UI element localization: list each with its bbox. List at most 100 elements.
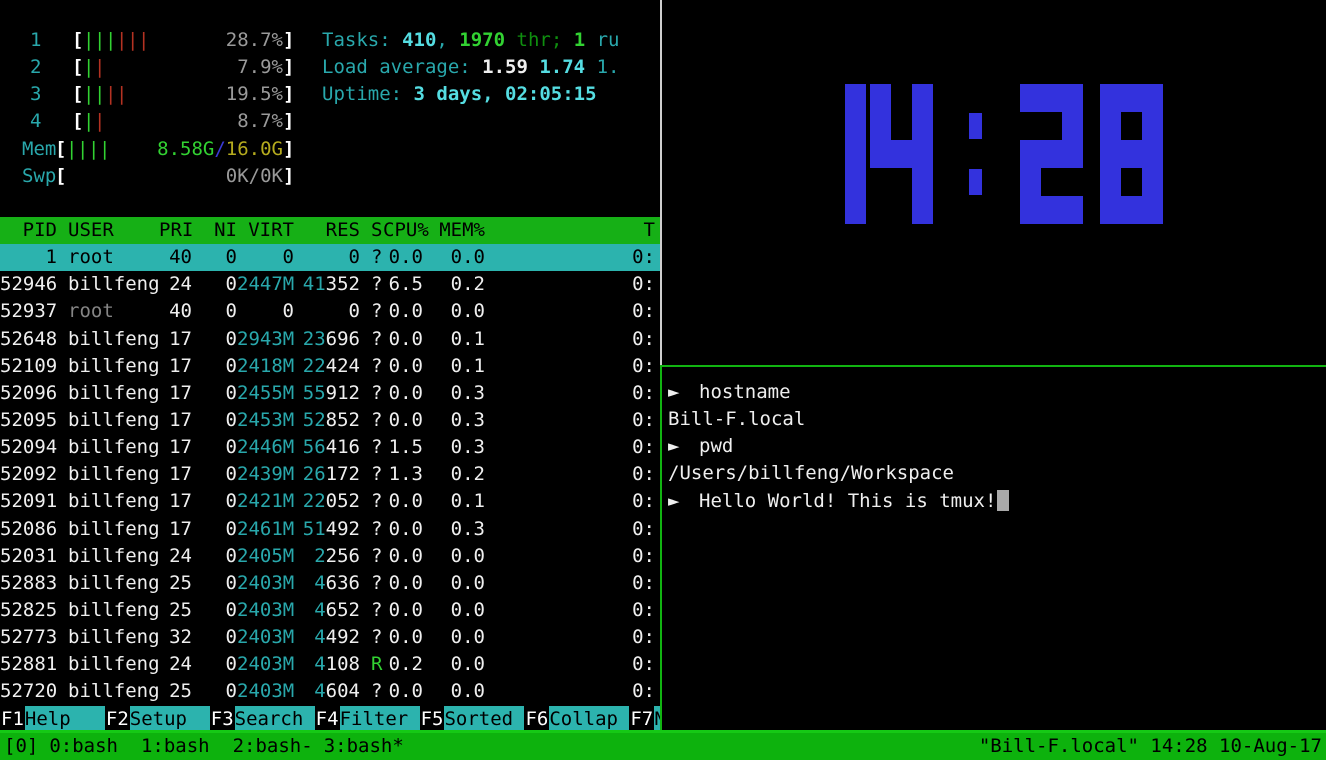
cell-virt: 0 (282, 300, 294, 323)
fkey-label: Search (234, 706, 315, 731)
cell-pid: 52109 (0, 354, 58, 377)
cell-pid: 1 (45, 246, 57, 269)
cell-s: ? (371, 490, 383, 513)
column-header-user[interactable]: USER (68, 219, 114, 241)
cell-cpu: 0.2 (388, 653, 423, 676)
process-row[interactable]: 52648 billfeng 17 0 2943M 23696? 0.0 0.1 0: (0, 326, 660, 353)
cell-time: 0: (632, 354, 655, 377)
fkey-f1-button[interactable]: F1 Help (0, 706, 105, 731)
process-row[interactable]: 52092 billfeng 17 0 2439M 26172? 1.3 0.2 0: (0, 461, 660, 488)
clock-digit-4 (870, 84, 933, 224)
cell-res: 41352 (294, 271, 360, 298)
cell-pid: 52773 (0, 626, 58, 649)
column-header-virt[interactable]: VIRT (248, 219, 294, 241)
process-row[interactable]: 52825 billfeng 25 0 2403M 4652? 0.0 0.0 0: (0, 597, 660, 624)
cell-user: billfeng (68, 436, 160, 459)
column-header-mem[interactable]: MEM% (439, 219, 485, 241)
fkey-f5-button[interactable]: F5 Sorted (419, 706, 525, 731)
tasks-segment: 410 (402, 29, 437, 51)
fkey-number: F6 (524, 706, 550, 731)
cell-pri: 17 (169, 327, 192, 350)
digit-segment (1020, 84, 1041, 112)
fkey-f2-button[interactable]: F2 Setup (104, 706, 210, 731)
fkey-f3-button[interactable]: F3 Search (209, 706, 315, 731)
process-row[interactable]: 52031 billfeng 24 0 2405M 2256? 0.0 0.0 0: (0, 543, 660, 570)
pane-border-vertical-inactive[interactable] (660, 0, 662, 365)
cell-mem: 0.1 (450, 490, 485, 513)
process-row[interactable]: 52086 billfeng 17 0 2461M 51492? 0.0 0.3 0: (0, 516, 660, 543)
process-row[interactable]: 52720 billfeng 25 0 2403M 4604? 0.0 0.0 0: (0, 678, 660, 705)
clock-pane[interactable] (663, 0, 1326, 365)
process-row[interactable]: 52095 billfeng 17 0 2453M 52852? 0.0 0.3 0: (0, 407, 660, 434)
cell-user: billfeng (68, 381, 160, 404)
fkey-f4-button[interactable]: F4 Filter (314, 706, 420, 731)
process-row[interactable]: 52937 root 40 0 0 0? 0.0 0.0 0: (0, 298, 660, 325)
cell-virt: 2943M (237, 327, 295, 350)
htop-pane[interactable]: 1[|||||| 28.7%] 2[|| 7.9%] 3[|||| 19.5%] 4[|| 8… (0, 0, 660, 731)
column-header-pid[interactable]: PID (22, 219, 57, 241)
digit-gap (824, 140, 845, 168)
digit-segment (845, 112, 866, 140)
process-row[interactable]: 52094 billfeng 17 0 2446M 56416? 1.5 0.3 0: (0, 434, 660, 461)
cpu-meter-2: 2[|| 7.9%] (0, 54, 294, 81)
cell-user: billfeng (68, 354, 160, 377)
meter-bars: |||| (83, 81, 127, 108)
cell-mem: 0.1 (450, 327, 485, 350)
column-header-ni[interactable]: NI (214, 219, 237, 241)
meter-close-bracket: ] (283, 110, 295, 133)
digit-gap (824, 168, 845, 196)
digit-segment (1121, 196, 1142, 224)
res-kilobytes: 636 (325, 571, 360, 594)
column-header-res[interactable]: RES (325, 219, 360, 241)
column-header-pri[interactable]: PRI (159, 219, 194, 241)
digit-segment (845, 84, 866, 112)
shell-pane[interactable]: ► hostname Bill-F.local ► pwd/Users/billfeng… (663, 367, 1326, 731)
process-row[interactable]: 52881 billfeng 24 0 2403M 4108 R 0.2 0.0 0: (0, 651, 660, 678)
res-kilobytes: 416 (325, 436, 360, 459)
fkey-f6-button[interactable]: F6 Collap (524, 706, 630, 731)
process-row[interactable]: 52883 billfeng 25 0 2403M 4636? 0.0 0.0 0: (0, 570, 660, 597)
pane-border-vertical-active[interactable] (660, 365, 662, 731)
meter-bar-tick: | (94, 83, 106, 106)
process-row[interactable]: 52773 billfeng 32 0 2403M 4492? 0.0 0.0 0: (0, 624, 660, 651)
cell-res: 51492 (294, 516, 360, 543)
cell-virt: 2403M (237, 598, 295, 621)
cell-ni: 0 (225, 463, 237, 486)
column-header-s[interactable]: S (371, 219, 383, 241)
column-header-cpu[interactable]: CPU% (383, 219, 429, 241)
cell-ni: 0 (225, 436, 237, 459)
meter-bar-tick: | (138, 29, 150, 51)
meter-value: 7.9% (237, 56, 283, 79)
cell-mem: 0.1 (450, 354, 485, 377)
cell-pid: 52648 (0, 327, 58, 350)
process-row[interactable]: 52091 billfeng 17 0 2421M 22052? 0.0 0.1 0: (0, 488, 660, 515)
column-header-time[interactable]: T (643, 219, 655, 241)
cell-s: ? (371, 300, 383, 323)
meter-bar-area: |||| 19.5% (83, 81, 283, 108)
process-row[interactable]: 1 root 40 0 0 0? 0.0 0.0 0: (0, 244, 660, 272)
window-item[interactable]: 1:bash (140, 735, 210, 757)
window-item[interactable]: 2:bash- (232, 735, 313, 757)
window-item[interactable]: 0:bash (49, 735, 118, 757)
pane-border-horizontal-active[interactable] (662, 365, 1326, 367)
cell-cpu: 6.5 (388, 273, 423, 296)
tasks-segment: 1 (573, 29, 586, 51)
cell-res: 2256 (294, 543, 360, 570)
meter-label: Mem (22, 137, 57, 160)
fkey-f7-button[interactable]: F7 N (629, 706, 660, 731)
process-row[interactable]: 52109 billfeng 17 0 2418M 22424? 0.0 0.1 0: (0, 353, 660, 380)
cell-res: 4604 (294, 678, 360, 705)
cell-virt: 2453M (237, 408, 295, 431)
fkey-label: Help (24, 706, 105, 731)
window-item-current[interactable]: 3:bash* (323, 735, 404, 757)
digit-gap (803, 84, 824, 112)
cell-res: 23696 (294, 326, 360, 353)
cell-mem: 0.3 (450, 436, 485, 459)
uptime-segment: Uptime: (322, 83, 414, 106)
cell-cpu: 0.0 (388, 381, 423, 404)
process-row[interactable]: 52096 billfeng 17 0 2455M 55912? 0.0 0.3 0: (0, 380, 660, 407)
cell-cpu: 0.0 (388, 327, 423, 350)
digit-segment (1142, 140, 1163, 168)
digit-gap (1121, 112, 1142, 140)
process-row[interactable]: 52946 billfeng 24 0 2447M 41352? 6.5 0.2 0: (0, 271, 660, 298)
